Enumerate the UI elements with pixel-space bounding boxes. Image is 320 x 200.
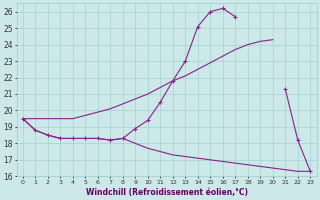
X-axis label: Windchill (Refroidissement éolien,°C): Windchill (Refroidissement éolien,°C) xyxy=(85,188,248,197)
